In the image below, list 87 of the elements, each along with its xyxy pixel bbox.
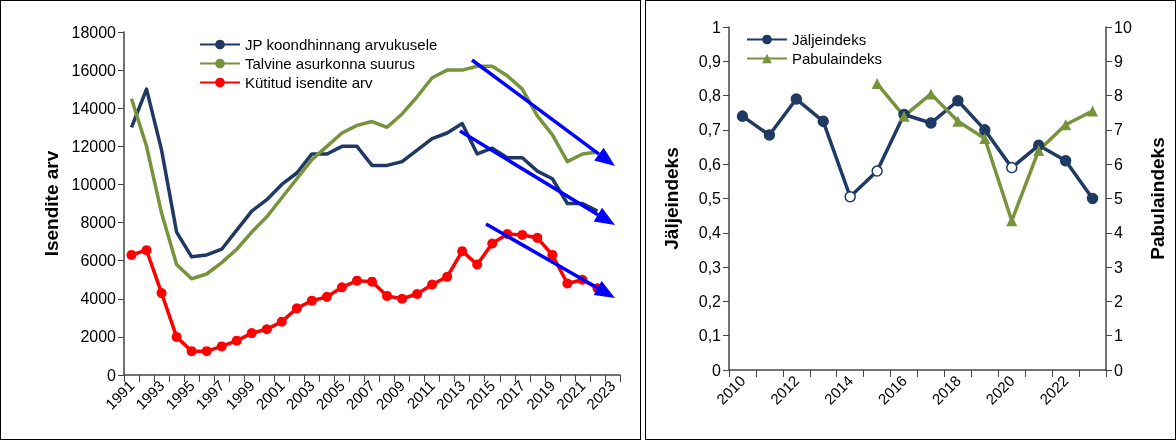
y-tick-label: 0,3 [698,258,722,276]
y-tick-label: 0,2 [698,292,722,310]
legend-label: Jäljeindeks [792,31,867,48]
point [472,259,483,270]
point [487,238,498,249]
point [736,110,749,122]
point [1006,215,1018,227]
point [1059,155,1072,167]
point [336,282,347,293]
point [979,124,991,136]
y-axis-title: Jäljeindeks [661,147,682,250]
point [231,335,242,346]
point [547,249,558,260]
point [457,246,468,257]
y-tick-label: 12000 [71,137,117,155]
point [276,316,287,327]
y2-tick-label: 8 [1114,87,1123,105]
point [1033,144,1045,156]
point [321,291,332,302]
y-tick-label: 16000 [71,61,117,79]
point [871,165,883,177]
point [952,95,964,107]
point [562,278,573,289]
y2-tick-label: 9 [1114,52,1123,70]
point [1087,105,1099,117]
y2-tick-label: 10 [1114,18,1132,36]
point [382,290,393,301]
legend-label: Kütitud isendite arv [245,74,374,91]
point [952,115,964,127]
point [261,324,272,335]
point [925,117,937,129]
y-tick-label: 0,4 [698,224,722,242]
point [844,191,856,203]
point [216,341,227,352]
y2-tick-label: 7 [1114,121,1123,139]
point [790,93,803,105]
y-tick-label: 2000 [80,328,117,346]
y-tick-label: 14000 [71,99,117,117]
point [442,271,453,282]
y-tick-label: 4000 [80,290,117,308]
y-tick-label: 0,8 [698,87,722,105]
point [979,132,991,144]
point [1086,192,1099,205]
y-tick-label: 18000 [71,23,117,41]
point [817,115,829,128]
point [171,331,182,342]
point [186,346,197,357]
point [306,295,317,306]
legend-label: Pabulaindeks [792,50,883,67]
point [351,275,362,286]
y-axis-title: Isendite arv [40,150,62,257]
point [291,303,302,314]
point [367,276,377,287]
point [156,288,167,299]
y-tick-label: 0,5 [698,190,722,207]
y-tick-label: 6000 [80,252,117,270]
point [763,129,776,141]
point [532,232,543,243]
y-tick-label: 0,7 [698,121,722,139]
y-tick-label: 0,1 [698,327,722,345]
y2-tick-label: 3 [1114,258,1123,276]
legend-label: JP koondhinnang arvukusele [245,36,438,53]
y-tick-label: 0 [712,361,722,379]
point [201,346,212,357]
point [1006,161,1018,174]
point [412,289,423,300]
y2-tick-label: 0 [1114,361,1123,379]
y2-axis-title: Pabulaindeks [1147,137,1168,260]
point [517,229,528,240]
y2-tick-label: 1 [1114,327,1123,345]
point [126,249,137,260]
y-tick-label: 0 [107,366,117,384]
y2-tick-label: 5 [1114,190,1123,207]
point [871,78,883,90]
legend-label: Talvine asurkonna suurus [245,55,416,72]
point [141,245,152,256]
point [246,328,257,339]
y-tick-label: 0,9 [698,52,722,70]
y2-tick-label: 6 [1114,155,1123,173]
y-tick-label: 8000 [80,214,117,232]
y-tick-label: 0,6 [698,155,722,173]
point [397,293,408,304]
point [427,279,438,290]
y-tick-label: 10000 [71,175,117,193]
y-tick-label: 1 [712,18,722,36]
y2-tick-label: 2 [1114,292,1123,310]
y2-tick-label: 4 [1114,224,1123,242]
